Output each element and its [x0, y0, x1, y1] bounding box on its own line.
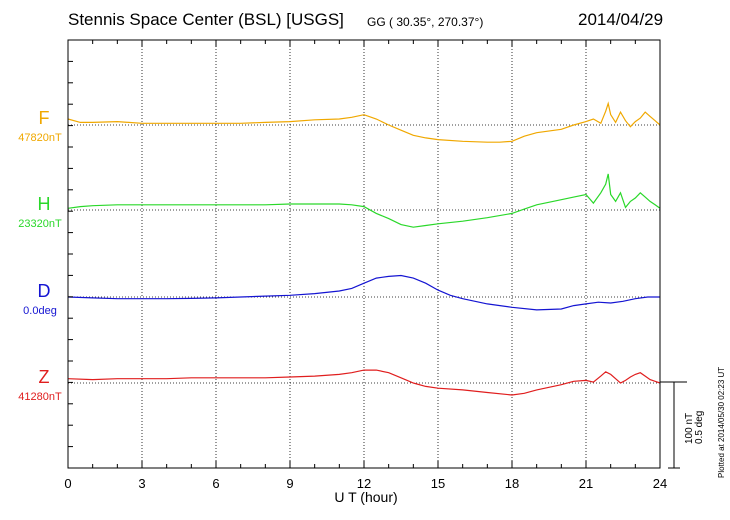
station-title: Stennis Space Center (BSL) [USGS]	[68, 10, 344, 29]
component-label-d: D	[38, 281, 51, 301]
series-line-z	[67, 369, 661, 396]
x-axis-label: U T (hour)	[334, 489, 397, 505]
scale-label-deg: 0.5 deg	[694, 411, 705, 444]
axis-ticks: 0 3 6 9 12 15 18 21 24 F 47820nT H 23320nT D 0.0deg Z 41…	[18, 40, 667, 491]
grid-lines	[68, 40, 660, 468]
x-tick-label: 12	[357, 476, 371, 491]
baseline-label-h: 23320nT	[18, 218, 62, 230]
scale-bar	[660, 381, 687, 469]
x-tick-label: 21	[579, 476, 593, 491]
x-tick-label: 0	[64, 476, 71, 491]
series-line-d	[67, 274, 660, 311]
component-label-h: H	[38, 194, 51, 214]
component-label-z: Z	[39, 367, 50, 387]
x-tick-label: 3	[138, 476, 145, 491]
x-tick-label: 18	[505, 476, 519, 491]
baseline-label-f: 47820nT	[18, 132, 62, 144]
component-label-f: F	[39, 108, 50, 128]
plot-date: 2014/04/29	[578, 10, 664, 29]
series-line-f	[67, 101, 661, 143]
x-tick-label: 24	[653, 476, 667, 491]
scale-label-nt: 100 nT	[684, 413, 695, 444]
x-tick-label: 15	[431, 476, 445, 491]
series-layer	[67, 101, 661, 396]
x-tick-label: 6	[212, 476, 219, 491]
series-line-h	[67, 173, 661, 228]
plot-frame	[67, 39, 661, 469]
baseline-label-d: 0.0deg	[23, 305, 57, 317]
plotted-timestamp: Plotted at 2014/05/30 02:23 UT	[717, 367, 726, 478]
station-coords: GG ( 30.35°, 270.37°)	[367, 15, 484, 29]
x-tick-label: 9	[286, 476, 293, 491]
baseline-label-z: 41280nT	[18, 391, 62, 403]
